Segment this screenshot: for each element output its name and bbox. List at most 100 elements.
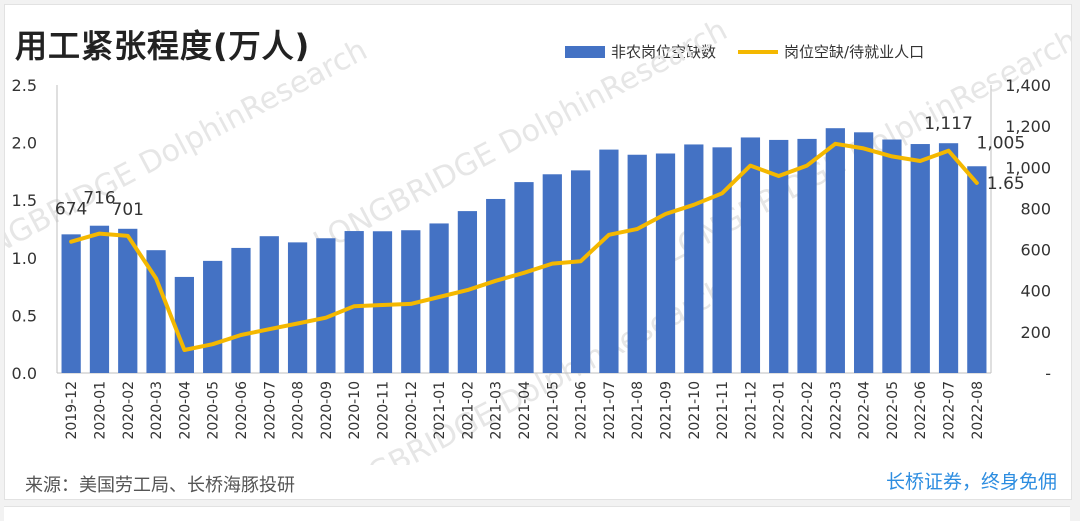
- bar: [118, 228, 138, 373]
- right-tick-label: 800: [1020, 199, 1051, 218]
- data-label: 1,117: [924, 114, 973, 134]
- legend-label-bars: 非农岗位空缺数: [611, 43, 717, 61]
- source-note: 来源：美国劳工局、长桥海豚投研: [25, 475, 295, 496]
- left-tick-label: 2.0: [12, 134, 37, 153]
- legend-label-line: 岗位空缺/待就业人口: [784, 43, 925, 61]
- x-tick-label: 2022-07: [942, 381, 958, 440]
- x-tick-label: 2021-01: [432, 381, 448, 440]
- x-tick-label: 2022-01: [772, 381, 788, 440]
- bar: [514, 182, 534, 373]
- legend-swatch-bars: [565, 45, 605, 58]
- x-tick-label: 2020-02: [121, 381, 137, 440]
- x-tick-label: 2022-03: [828, 381, 844, 440]
- ratio-line: [69, 141, 979, 352]
- bar: [627, 154, 647, 373]
- x-tick-label: 2022-05: [885, 381, 901, 440]
- bar: [174, 276, 194, 373]
- legend: 非农岗位空缺数 岗位空缺/待就业人口: [565, 41, 946, 62]
- bar: [797, 138, 817, 373]
- x-tick-label: 2020-12: [404, 381, 420, 440]
- data-label: 1,005: [977, 133, 1026, 153]
- right-tick-label: 1,000: [1005, 158, 1051, 177]
- bar: [938, 143, 959, 373]
- right-tick-label: 1,200: [1005, 117, 1051, 136]
- bar: [146, 250, 166, 373]
- x-tick-label: 2020-09: [319, 381, 335, 440]
- left-tick-label: 1.5: [12, 191, 37, 210]
- left-tick-label: 1.0: [12, 249, 37, 268]
- legend-item-line: 岗位空缺/待就业人口: [738, 41, 924, 62]
- bar: [740, 137, 761, 373]
- left-tick-label: 0.5: [12, 306, 37, 325]
- x-tick-label: 2020-05: [206, 381, 222, 440]
- next-card-edge: [4, 506, 1070, 521]
- x-tick-label: 2021-10: [687, 381, 703, 440]
- right-tick-label: 200: [1020, 323, 1051, 342]
- x-tick-label: 2021-04: [517, 381, 533, 440]
- x-tick-label: 2020-11: [375, 381, 391, 440]
- bar: [287, 242, 308, 373]
- bar: [89, 225, 110, 373]
- bar: [854, 132, 874, 373]
- bar: [599, 149, 619, 373]
- left-tick-label: 2.5: [12, 76, 37, 95]
- bar: [570, 170, 591, 373]
- bar: [61, 234, 81, 373]
- x-tick-label: 2020-04: [177, 381, 193, 440]
- x-tick-label: 2022-04: [857, 381, 873, 440]
- x-tick-label: 2021-06: [574, 381, 590, 440]
- x-tick-label: 2020-03: [149, 381, 165, 440]
- bar: [910, 144, 930, 373]
- right-tick-label: 1,400: [1005, 76, 1051, 95]
- right-tick-label: -: [1045, 364, 1051, 383]
- bar: [401, 230, 421, 373]
- left-tick-label: 0.0: [12, 364, 37, 383]
- x-tick-label: 2022-06: [913, 381, 929, 440]
- x-tick-label: 2019-12: [64, 381, 80, 440]
- legend-swatch-line: [738, 49, 779, 54]
- chart-title: 用工紧张程度(万人): [15, 27, 311, 65]
- bar: [542, 174, 562, 373]
- brand-slogan: 长桥证券，终身免佣: [885, 471, 1057, 493]
- bar: [231, 247, 251, 373]
- x-tick-label: 2021-03: [489, 381, 505, 440]
- bar: [372, 231, 393, 373]
- bar: [769, 139, 789, 373]
- x-tick-label: 2022-02: [800, 381, 816, 440]
- bar: [882, 139, 902, 373]
- x-tick-label: 2020-06: [234, 381, 250, 440]
- bar: [316, 238, 336, 373]
- bar: [967, 166, 987, 373]
- x-tick-label: 2020-01: [92, 381, 108, 440]
- x-tick-label: 2021-02: [460, 381, 476, 440]
- bar: [486, 198, 506, 373]
- right-tick-label: 400: [1020, 282, 1051, 301]
- x-tick-label: 2020-07: [262, 381, 278, 440]
- bar: [825, 128, 845, 373]
- x-tick-label: 2020-08: [291, 381, 307, 440]
- x-tick-label: 2021-07: [602, 381, 618, 440]
- x-tick-label: 2021-08: [630, 381, 646, 440]
- legend-item-bars: 非农岗位空缺数: [565, 41, 716, 62]
- data-label: 716: [83, 189, 115, 209]
- data-label: 674: [55, 199, 87, 219]
- bar: [655, 153, 676, 373]
- x-tick-label: 2021-05: [545, 381, 561, 440]
- x-tick-label: 2021-09: [659, 381, 675, 440]
- right-tick-label: 600: [1020, 241, 1051, 260]
- bar: [259, 236, 279, 373]
- x-tick-label: 2020-10: [347, 381, 363, 440]
- data-label: 701: [112, 200, 144, 220]
- bar: [344, 231, 364, 373]
- data-label: 1.65: [987, 174, 1025, 194]
- bar: [684, 144, 704, 373]
- line-layer: [69, 141, 979, 352]
- x-tick-label: 2022-08: [970, 381, 986, 440]
- x-tick-label: 2021-12: [743, 381, 759, 440]
- bar: [203, 260, 223, 373]
- chart-card: 用工紧张程度(万人) 非农岗位空缺数 岗位空缺/待就业人口 LONGBRIDGE…: [4, 4, 1072, 500]
- x-tick-label: 2021-11: [715, 381, 731, 440]
- bar: [712, 147, 732, 373]
